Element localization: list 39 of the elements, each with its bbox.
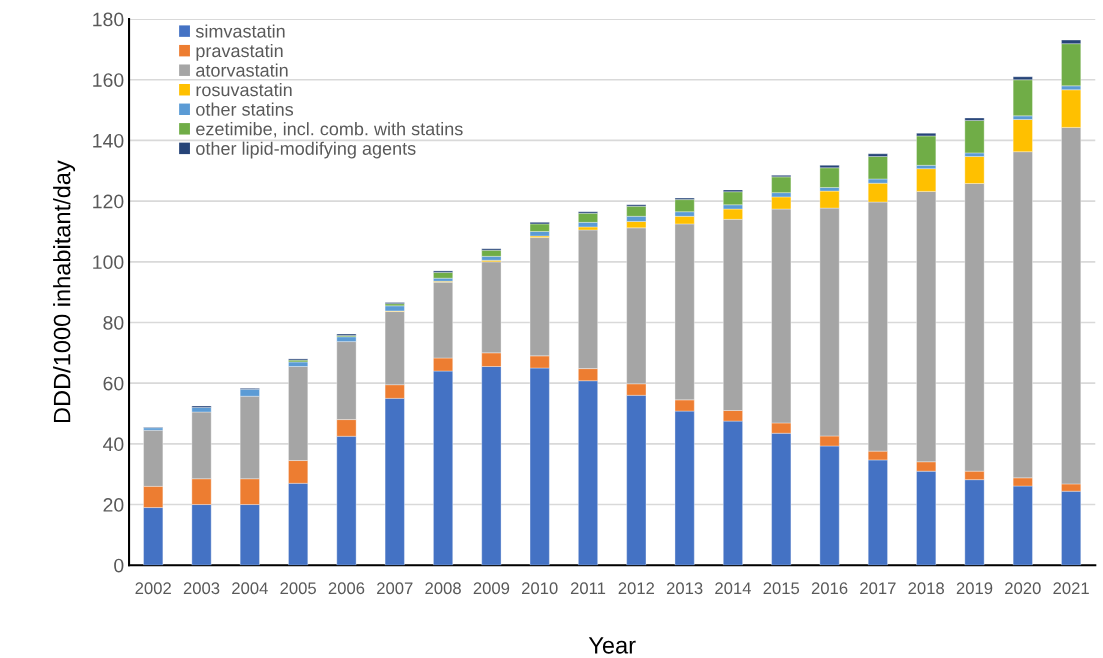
- legend-label: pravastatin: [196, 43, 283, 61]
- y-tick-label: 80: [103, 315, 124, 330]
- y-tick-label: 140: [93, 133, 124, 148]
- x-tick-label: 2008: [425, 582, 461, 595]
- x-tick-label: 2002: [135, 582, 171, 595]
- x-tick-label: 2019: [956, 582, 993, 595]
- x-tick-label: 2018: [908, 582, 944, 595]
- y-tick-label: 120: [93, 194, 124, 209]
- x-tick-label: 2017: [860, 582, 896, 595]
- x-tick-label: 2020: [1005, 582, 1041, 595]
- x-axis-title: Year: [588, 637, 636, 654]
- legend-label: atorvastatin: [196, 63, 288, 77]
- y-tick-label: 20: [103, 498, 124, 512]
- legend-label: other lipid-modifying agents: [196, 141, 416, 159]
- x-tick-label: 2014: [715, 582, 751, 595]
- y-tick-label: 180: [93, 12, 124, 27]
- legend-label: other statins: [196, 102, 294, 116]
- x-tick-label: 2011: [570, 582, 606, 595]
- x-tick-label: 2016: [811, 582, 848, 595]
- x-tick-label: 2005: [280, 582, 316, 595]
- y-tick-label: 60: [103, 376, 124, 391]
- x-tick-label: 2021: [1053, 582, 1089, 595]
- x-tick-label: 2012: [618, 582, 655, 595]
- x-tick-label: 2013: [666, 582, 703, 595]
- y-tick-label: 100: [93, 255, 124, 270]
- legend-label: ezetimibe, incl. comb. with statins: [196, 122, 463, 138]
- y-tick-label: 0: [114, 558, 124, 573]
- legend-label: rosuvastatin: [196, 83, 292, 97]
- x-tick-label: 2004: [232, 582, 268, 595]
- x-tick-label: 2006: [328, 582, 365, 595]
- y-tick-label: 40: [103, 437, 124, 452]
- x-tick-label: 2003: [183, 582, 220, 595]
- x-tick-label: 2015: [763, 582, 800, 595]
- y-tick-label: 160: [93, 73, 124, 87]
- x-tick-label: 2010: [522, 582, 558, 595]
- legend-label: simvastatin: [195, 24, 285, 38]
- y-axis-title: DDD/1000 inhabitant/day: [53, 160, 76, 423]
- x-tick-label: 2009: [473, 582, 510, 595]
- x-tick-label: 2007: [377, 582, 413, 595]
